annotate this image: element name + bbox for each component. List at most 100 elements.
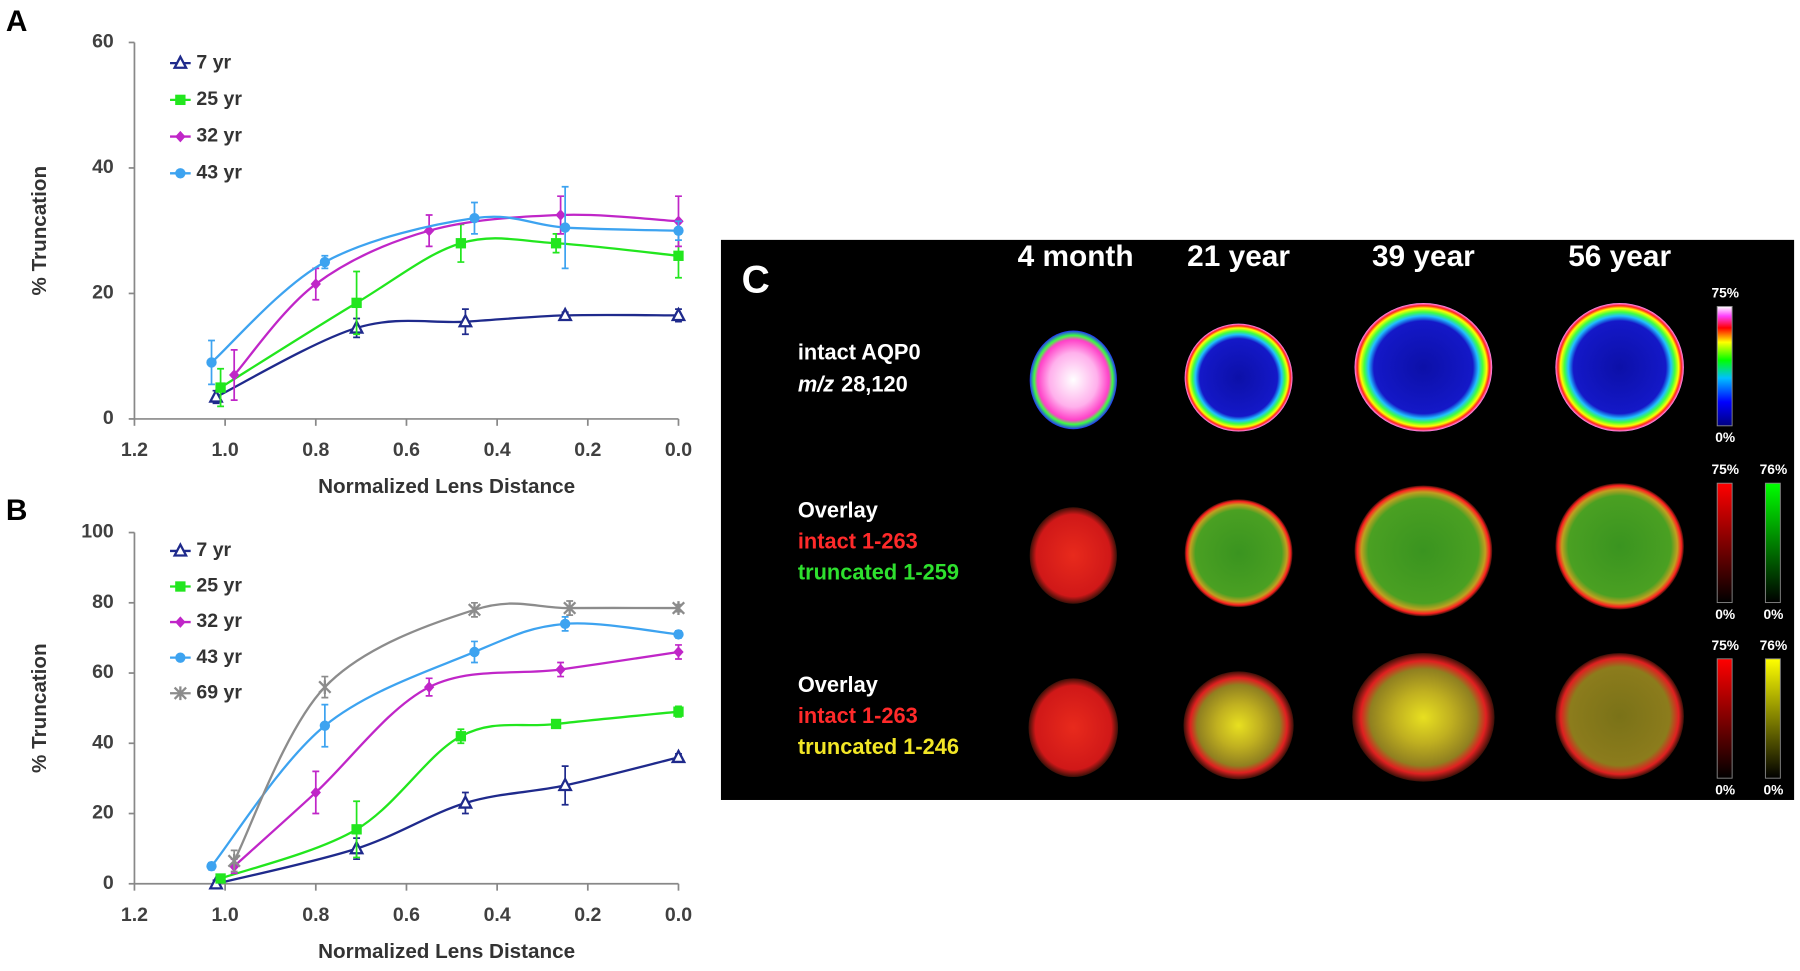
lens-image: [1183, 671, 1294, 780]
x-tick-label: 1.2: [121, 439, 148, 461]
color-bar: [1764, 482, 1781, 604]
scale-bottom-label: 0%: [1715, 607, 1735, 622]
row-label: intact 1-263: [798, 529, 918, 554]
legend-marker: [175, 130, 186, 143]
row-label: Overlay: [798, 672, 878, 697]
marker: [673, 250, 684, 261]
legend-label: 25 yr: [196, 88, 242, 110]
marker: [208, 388, 224, 403]
series-line: [220, 710, 679, 880]
lens-image: [1354, 485, 1493, 617]
row-label: intact AQP0: [798, 339, 921, 364]
series-line: [210, 215, 679, 364]
row-label: Overlay: [798, 498, 878, 523]
marker: [673, 629, 684, 640]
x-tick-label: 0.6: [393, 904, 420, 926]
marker: [206, 861, 217, 872]
column-header: 4 month: [1018, 240, 1134, 273]
legend-marker: [172, 542, 188, 557]
legend-marker: [175, 616, 186, 628]
lens-image: [1555, 653, 1684, 780]
scale-bottom-label: 0%: [1763, 607, 1783, 622]
y-axis-label: % Truncation: [28, 166, 51, 296]
x-tick-label: 0.2: [574, 904, 601, 926]
lens-images: [1028, 303, 1684, 782]
marker: [319, 256, 331, 268]
lens-image: [1555, 303, 1684, 432]
legend-label: 32 yr: [196, 125, 242, 147]
lens-image: [1028, 678, 1119, 778]
x-tick-label: 0.0: [665, 439, 692, 461]
scale-top-label: 75%: [1711, 462, 1739, 477]
marker: [227, 854, 241, 868]
marker: [557, 306, 573, 322]
marker: [469, 646, 480, 658]
row-label: truncated 1-259: [798, 560, 959, 585]
x-axis-label: Normalized Lens Distance: [318, 475, 575, 498]
marker: [670, 748, 687, 764]
marker: [215, 382, 226, 393]
lens-image: [1029, 507, 1117, 604]
scale-bottom-label: 0%: [1715, 430, 1735, 445]
marker: [351, 824, 362, 835]
row-label: truncated 1-246: [798, 734, 959, 759]
legend-marker: [175, 652, 186, 663]
x-tick-label: 0.8: [302, 439, 329, 461]
y-tick-label: 80: [92, 591, 114, 613]
marker: [319, 720, 331, 731]
x-tick-label: 1.2: [121, 904, 148, 926]
legend-marker: [175, 581, 186, 592]
marker: [550, 238, 562, 249]
scale-top-label: 76%: [1760, 462, 1788, 477]
marker: [555, 209, 566, 221]
marker: [469, 212, 480, 224]
marker: [550, 718, 562, 730]
marker: [563, 601, 577, 615]
marker: [206, 357, 217, 368]
legend-label: 32 yr: [196, 610, 242, 632]
lens-image: [1354, 303, 1493, 432]
scale-top-label: 76%: [1760, 638, 1788, 653]
row-label: m/z 28,120: [798, 371, 908, 396]
panel-label: C: [742, 259, 770, 302]
series-line: [215, 313, 679, 399]
marker: [559, 222, 571, 233]
y-tick-label: 20: [92, 282, 114, 304]
x-tick-label: 1.0: [212, 439, 239, 461]
y-tick-label: 40: [92, 731, 114, 753]
column-header: 56 year: [1568, 240, 1671, 273]
color-bar: [1716, 305, 1733, 427]
row-label: intact 1-263: [798, 703, 918, 728]
marker: [673, 646, 684, 658]
x-tick-label: 0.6: [393, 439, 420, 461]
x-tick-label: 0.4: [484, 904, 511, 926]
marker: [673, 706, 684, 717]
lens-image: [1029, 330, 1117, 430]
panel-label: A: [6, 5, 28, 38]
series-line: [233, 602, 679, 862]
marker: [555, 663, 566, 676]
color-bar: [1716, 482, 1733, 604]
marker: [457, 794, 474, 809]
marker: [455, 238, 467, 249]
legend-label: 43 yr: [196, 161, 242, 183]
lens-image: [1555, 483, 1684, 610]
marker: [671, 601, 686, 615]
x-tick-label: 0.8: [302, 904, 329, 926]
legend-label: 7 yr: [196, 51, 231, 73]
row-label-part: 28,120: [841, 371, 908, 396]
scale-bottom-label: 0%: [1715, 782, 1735, 797]
lens-image: [1184, 323, 1293, 432]
x-tick-label: 0.2: [574, 439, 601, 461]
marker: [670, 306, 687, 322]
color-bar: [1764, 658, 1781, 779]
scale-top-label: 75%: [1711, 638, 1739, 653]
y-tick-label: 100: [81, 521, 114, 543]
y-tick-label: 0: [103, 872, 114, 894]
y-tick-label: 60: [92, 661, 114, 683]
column-header: 39 year: [1372, 240, 1475, 273]
marker: [318, 680, 332, 694]
legend-label: 7 yr: [196, 539, 231, 561]
series-line: [233, 650, 679, 868]
